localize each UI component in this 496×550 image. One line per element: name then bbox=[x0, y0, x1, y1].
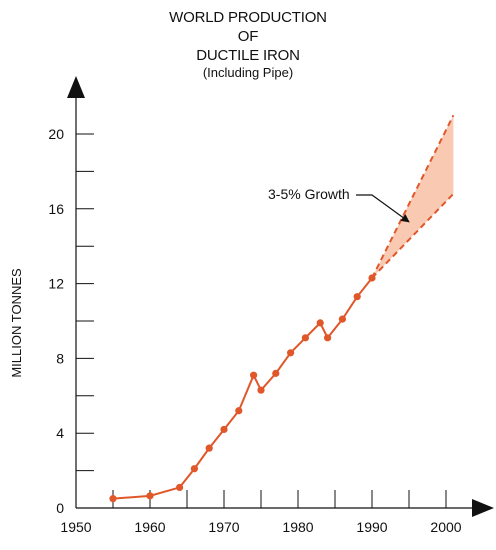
data-point bbox=[338, 315, 346, 323]
y-tick-label: 4 bbox=[56, 425, 64, 441]
annotation-label: 3-5% Growth bbox=[268, 186, 350, 202]
data-point bbox=[324, 334, 332, 342]
chart-title-line-2: OF bbox=[237, 28, 259, 45]
y-axis-arrow-icon bbox=[67, 76, 85, 98]
data-point bbox=[368, 274, 376, 282]
y-tick-label: 0 bbox=[56, 500, 64, 516]
data-point bbox=[272, 369, 280, 377]
x-tick-label: 1970 bbox=[208, 519, 239, 535]
data-point bbox=[287, 349, 295, 357]
data-point bbox=[220, 425, 228, 434]
x-tick-label: 1960 bbox=[134, 519, 165, 535]
y-tick-label: 8 bbox=[56, 350, 64, 366]
chart-title-block: WORLD PRODUCTION OF DUCTILE IRON (Includ… bbox=[0, 8, 496, 81]
data-point bbox=[190, 465, 198, 473]
chart-title-line-3: DUCTILE IRON bbox=[196, 47, 300, 64]
chart-subtitle: (Including Pipe) bbox=[202, 65, 294, 80]
x-tick-label: 1950 bbox=[60, 519, 91, 535]
data-point bbox=[353, 293, 361, 301]
data-point bbox=[250, 371, 258, 379]
data-point bbox=[235, 407, 243, 415]
y-tick-label: 12 bbox=[48, 276, 64, 292]
y-tick-label: 16 bbox=[48, 201, 64, 217]
y-axis-label: MILLION TONNES bbox=[9, 268, 24, 378]
data-point bbox=[257, 386, 265, 394]
annotation-arrow bbox=[356, 194, 410, 223]
data-point bbox=[301, 334, 309, 342]
data-point bbox=[109, 495, 117, 503]
data-point bbox=[176, 483, 184, 492]
y-tick-label: 20 bbox=[48, 126, 64, 142]
x-axis-arrow-icon bbox=[472, 499, 494, 517]
x-tick-label: 1980 bbox=[282, 519, 313, 535]
x-tick-label: 1990 bbox=[356, 519, 387, 535]
data-point bbox=[146, 492, 154, 500]
chart-title-line-1: WORLD PRODUCTION bbox=[169, 9, 327, 26]
data-point bbox=[205, 444, 213, 452]
data-point bbox=[316, 319, 324, 327]
series-line bbox=[112, 277, 373, 500]
x-tick-label: 2000 bbox=[430, 519, 461, 535]
projection-upper-line bbox=[371, 114, 455, 279]
